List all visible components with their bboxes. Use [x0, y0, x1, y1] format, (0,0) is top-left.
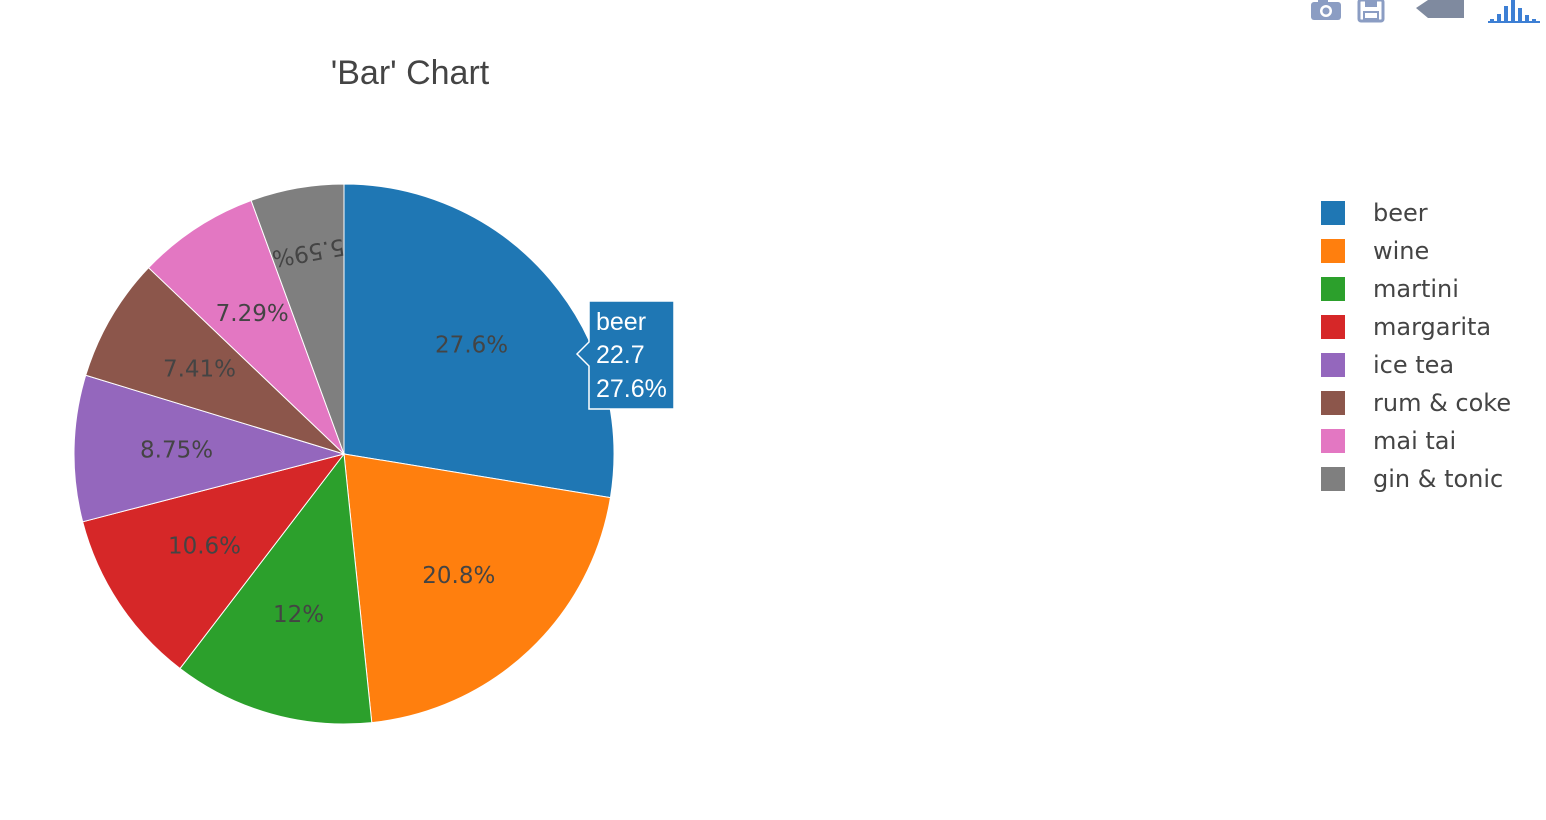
modebar: Download plot as a png Save and edit plot…	[1311, 0, 1540, 23]
legend-item-wine[interactable]: wine	[1321, 237, 1429, 265]
legend-label: ice tea	[1373, 351, 1454, 379]
legend-swatch	[1321, 201, 1345, 225]
pie-slice-rum-and-coke[interactable]	[85, 266, 345, 455]
hover-label: beer	[596, 308, 646, 336]
save-icon[interactable]: Save and edit plot in cloud	[1357, 0, 1385, 23]
pie-slices	[73, 183, 615, 725]
legend-label: beer	[1373, 199, 1428, 227]
legend-label: martini	[1373, 275, 1459, 303]
legend-item-mai-tai[interactable]: mai tai	[1321, 427, 1456, 455]
legend-swatch	[1321, 239, 1345, 263]
legend-item-margarita[interactable]: margarita	[1321, 313, 1491, 341]
pie-slice-wine[interactable]	[343, 453, 612, 724]
legend-label: wine	[1373, 237, 1429, 265]
pie-slice-label-mai-tai: 7.29%	[216, 301, 289, 327]
chart-title: 'Bar' Chart	[331, 54, 490, 92]
pie-slice-mai-tai[interactable]	[147, 199, 345, 455]
edit-in-chart-studio-icon[interactable]: Edit in Chart Studio	[1416, 0, 1464, 18]
legend-item-gin-and-tonic[interactable]: gin & tonic	[1321, 465, 1503, 493]
pie-slice-ice-tea[interactable]	[73, 374, 346, 523]
pie-slice-labels: 27.6%20.8%12%10.6%8.75%7.41%7.29%5.59%	[140, 233, 508, 628]
pie-slice-label-martini: 12%	[273, 602, 324, 628]
pie-slice-label-wine: 20.8%	[422, 563, 495, 589]
pie-slice-label-rum-and-coke: 7.41%	[163, 357, 236, 383]
hover-box	[575, 300, 675, 410]
hover-percent: 27.6%	[596, 375, 667, 403]
pie-slice-margarita[interactable]	[82, 453, 346, 670]
legend-item-ice-tea[interactable]: ice tea	[1321, 351, 1454, 379]
hover-tooltip: beer 22.7 27.6%	[575, 300, 675, 410]
legend-swatch	[1321, 391, 1345, 415]
legend-label: mai tai	[1373, 427, 1456, 455]
legend-swatch	[1321, 277, 1345, 301]
legend-label: rum & coke	[1373, 389, 1511, 417]
legend-swatch	[1321, 467, 1345, 491]
legend: beer wine martini margarita ice tea rum & cok…	[1321, 199, 1511, 493]
pie-slice-label-margarita: 10.6%	[168, 534, 241, 560]
legend-item-beer[interactable]: beer	[1321, 199, 1428, 227]
pie-slice-label-ice-tea: 8.75%	[140, 438, 213, 464]
legend-item-martini[interactable]: martini	[1321, 275, 1459, 303]
camera-icon[interactable]: Download plot as a png	[1311, 0, 1341, 20]
pie-slice-gin-and-tonic[interactable]	[250, 183, 345, 455]
pie-slice-martini[interactable]	[179, 452, 373, 725]
legend-swatch	[1321, 315, 1345, 339]
legend-swatch	[1321, 429, 1345, 453]
legend-item-rum-and-coke[interactable]: rum & coke	[1321, 389, 1511, 417]
plotly-logo-icon[interactable]: Produced with Plotly	[1488, 0, 1540, 23]
pie-slice-label-beer: 27.6%	[435, 333, 508, 359]
hover-value: 22.7	[596, 341, 645, 369]
legend-label: margarita	[1373, 313, 1491, 341]
legend-label: gin & tonic	[1373, 465, 1503, 493]
pie-slice-beer[interactable]	[343, 183, 615, 499]
legend-swatch	[1321, 353, 1345, 377]
